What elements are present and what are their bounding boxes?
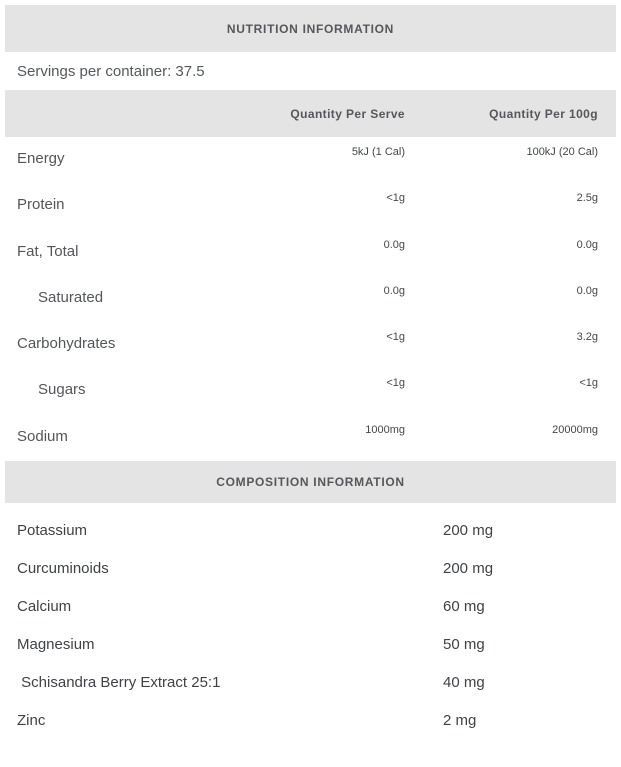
nutrient-label: Saturated: [38, 288, 104, 306]
ingredient-amount: 40 mg: [443, 673, 485, 691]
column-header-per-serve: Quantity Per Serve: [290, 106, 405, 121]
nutrition-panel: NUTRITION INFORMATION Servings per conta…: [5, 5, 616, 739]
ingredient-amount: 200 mg: [443, 559, 494, 577]
ingredient-label: Schisandra Berry Extract 25:1: [17, 673, 221, 691]
per-100g-value: 0.0g: [576, 284, 598, 297]
column-header-per-100g: Quantity Per 100g: [489, 106, 598, 121]
per-serve-value: 0.0g: [383, 238, 405, 251]
composition-row: Curcuminoids 200 mg: [5, 549, 616, 587]
nutrition-table: Energy 5kJ (1 Cal) 100kJ (20 Cal) Protei…: [5, 137, 616, 461]
composition-row: Potassium 200 mg: [5, 511, 616, 549]
composition-row: Calcium 60 mg: [5, 587, 616, 625]
composition-row: Schisandra Berry Extract 25:1 40 mg: [5, 663, 616, 701]
nutrition-row: Sugars <1g <1g: [5, 368, 616, 414]
per-100g-value: 3.2g: [576, 331, 598, 344]
nutrition-row: Protein <1g 2.5g: [5, 183, 616, 229]
ingredient-amount: 50 mg: [443, 635, 485, 653]
ingredient-amount: 60 mg: [443, 597, 485, 615]
composition-header-bar: COMPOSITION INFORMATION: [5, 461, 616, 504]
per-serve-value: <1g: [386, 331, 405, 344]
per-serve-value: <1g: [386, 192, 405, 205]
nutrient-label: Sodium: [17, 427, 68, 445]
per-100g-value: 20000mg: [552, 423, 598, 436]
per-100g-value: 0.0g: [576, 238, 598, 251]
nutrient-label: Energy: [17, 150, 65, 167]
ingredient-label: Zinc: [17, 711, 46, 729]
nutrition-row: Sodium 1000mg 20000mg: [5, 415, 616, 461]
ingredient-label: Potassium: [17, 521, 88, 539]
servings-per-container: Servings per container: 37.5: [17, 62, 205, 80]
composition-row: Magnesium 50 mg: [5, 625, 616, 663]
nutrition-row: Carbohydrates <1g 3.2g: [5, 322, 616, 368]
nutrient-label: Protein: [17, 196, 65, 214]
nutrition-row: Fat, Total 0.0g 0.0g: [5, 230, 616, 276]
ingredient-label: Magnesium: [17, 635, 95, 653]
per-100g-value: 2.5g: [576, 192, 598, 205]
ingredient-label: Calcium: [17, 597, 72, 615]
per-serve-value: 1000mg: [365, 423, 405, 436]
composition-row: Zinc 2 mg: [5, 701, 616, 739]
column-header-bar: Quantity Per Serve Quantity Per 100g: [5, 90, 616, 137]
per-serve-value: 0.0g: [383, 284, 405, 297]
nutrient-label: Fat, Total: [17, 242, 79, 260]
nutrient-label: Sugars: [38, 381, 86, 399]
nutrient-label: Carbohydrates: [17, 335, 116, 353]
per-100g-value: 100kJ (20 Cal): [526, 146, 598, 158]
per-serve-value: 5kJ (1 Cal): [351, 146, 405, 158]
nutrition-row: Energy 5kJ (1 Cal) 100kJ (20 Cal): [5, 137, 616, 183]
per-100g-value: <1g: [579, 377, 598, 390]
ingredient-label: Curcuminoids: [17, 559, 109, 577]
per-serve-value: <1g: [386, 377, 405, 390]
nutrition-row: Saturated 0.0g 0.0g: [5, 276, 616, 322]
composition-title: COMPOSITION INFORMATION: [216, 475, 405, 490]
ingredient-amount: 200 mg: [443, 521, 494, 539]
nutrition-header-bar: NUTRITION INFORMATION: [5, 5, 616, 52]
ingredient-amount: 2 mg: [443, 711, 477, 729]
composition-table: Potassium 200 mg Curcuminoids 200 mg Cal…: [5, 503, 616, 739]
nutrition-title: NUTRITION INFORMATION: [226, 21, 395, 36]
